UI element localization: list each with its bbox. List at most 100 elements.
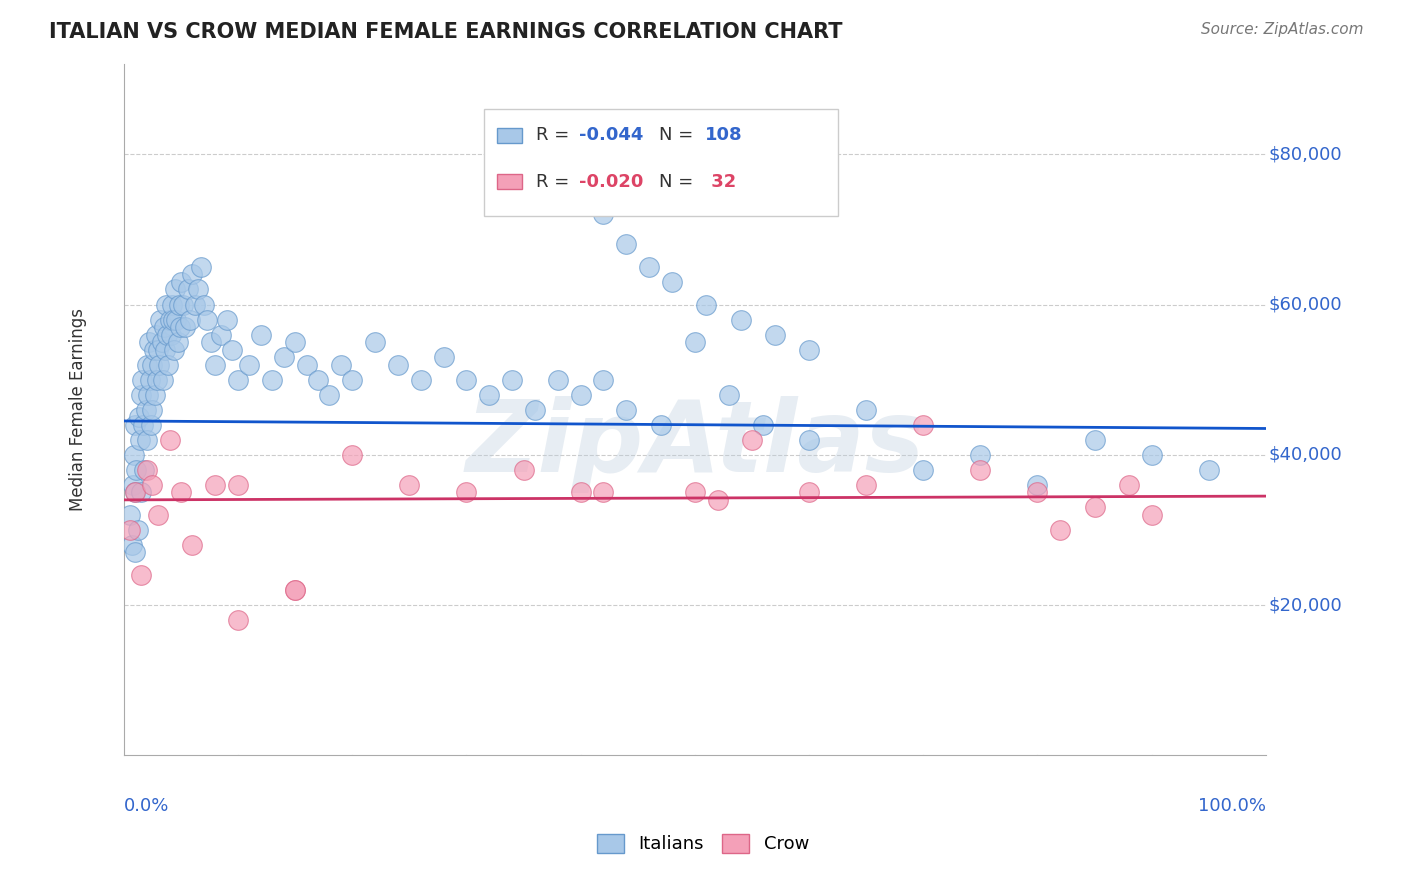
Point (179, 312, 201, 326)
Point (456, 485, 478, 500)
Point (124, 417, 146, 432)
Point (155, 297, 177, 311)
Point (128, 410, 150, 425)
Point (141, 402, 163, 417)
Legend: Italians, Crow: Italians, Crow (589, 827, 817, 861)
Point (718, 387, 741, 401)
Point (159, 433, 181, 447)
Point (797, 485, 820, 500)
Point (160, 297, 183, 311)
Point (912, 463, 935, 477)
Point (118, 508, 141, 522)
Point (1026, 478, 1049, 492)
Point (156, 327, 179, 342)
Point (146, 343, 169, 357)
Point (695, 297, 717, 311)
Point (122, 478, 145, 492)
Point (142, 343, 165, 357)
Point (138, 334, 160, 349)
Point (433, 350, 456, 364)
Point (569, 485, 592, 500)
Point (129, 485, 152, 500)
Point (143, 387, 166, 401)
Point (172, 297, 194, 311)
Point (135, 358, 157, 372)
Point (398, 478, 420, 492)
Point (683, 485, 706, 500)
Point (592, 485, 614, 500)
Point (159, 312, 181, 326)
Point (177, 283, 200, 297)
Point (614, 402, 637, 417)
Point (157, 358, 180, 372)
Point (1083, 433, 1105, 447)
Text: -0.020: -0.020 (579, 172, 644, 191)
Text: 108: 108 (706, 127, 742, 145)
Point (683, 334, 706, 349)
Point (969, 463, 991, 477)
Text: Median Female Earnings: Median Female Earnings (69, 309, 87, 511)
Point (797, 343, 820, 357)
Point (387, 358, 409, 372)
Point (124, 485, 146, 500)
Point (501, 373, 523, 387)
Point (364, 334, 387, 349)
Point (661, 275, 683, 289)
Point (1140, 448, 1163, 462)
Point (763, 327, 786, 342)
Point (162, 312, 184, 326)
Point (129, 568, 152, 582)
Text: $20,000: $20,000 (1268, 596, 1341, 614)
Text: 100.0%: 100.0% (1198, 797, 1265, 814)
Point (342, 448, 364, 462)
Point (547, 373, 569, 387)
Text: N =: N = (659, 172, 699, 191)
Point (190, 260, 212, 274)
Point (132, 417, 155, 432)
Text: -0.044: -0.044 (579, 127, 644, 145)
Point (614, 237, 637, 252)
Point (204, 478, 226, 492)
Point (167, 297, 190, 311)
Text: R =: R = (536, 127, 575, 145)
Point (125, 463, 148, 477)
Point (139, 373, 162, 387)
Point (226, 613, 249, 627)
Bar (498, 174, 523, 189)
Point (128, 433, 150, 447)
Point (478, 387, 501, 401)
Point (221, 343, 243, 357)
Point (149, 312, 172, 326)
Bar (498, 128, 523, 143)
Point (650, 417, 672, 432)
Point (730, 312, 752, 326)
Point (181, 538, 204, 552)
Point (512, 463, 534, 477)
Point (855, 478, 877, 492)
Point (592, 373, 614, 387)
Point (124, 485, 146, 500)
Point (912, 417, 935, 432)
Point (226, 478, 249, 492)
Point (284, 334, 307, 349)
Point (166, 334, 188, 349)
Point (592, 207, 614, 221)
Point (152, 320, 174, 334)
Point (523, 402, 546, 417)
Text: $40,000: $40,000 (1268, 446, 1341, 464)
Point (706, 492, 728, 507)
Point (129, 387, 152, 401)
Text: 0.0%: 0.0% (124, 797, 169, 814)
Point (1198, 463, 1220, 477)
Text: Source: ZipAtlas.com: Source: ZipAtlas.com (1201, 22, 1364, 37)
Point (174, 320, 197, 334)
Text: ITALIAN VS CROW MEDIAN FEMALE EARNINGS CORRELATION CHART: ITALIAN VS CROW MEDIAN FEMALE EARNINGS C… (49, 22, 842, 42)
Point (135, 463, 157, 477)
Point (318, 387, 340, 401)
Text: N =: N = (659, 127, 699, 145)
Point (146, 373, 169, 387)
Point (569, 387, 592, 401)
Point (752, 417, 775, 432)
Point (209, 327, 232, 342)
Point (238, 358, 260, 372)
